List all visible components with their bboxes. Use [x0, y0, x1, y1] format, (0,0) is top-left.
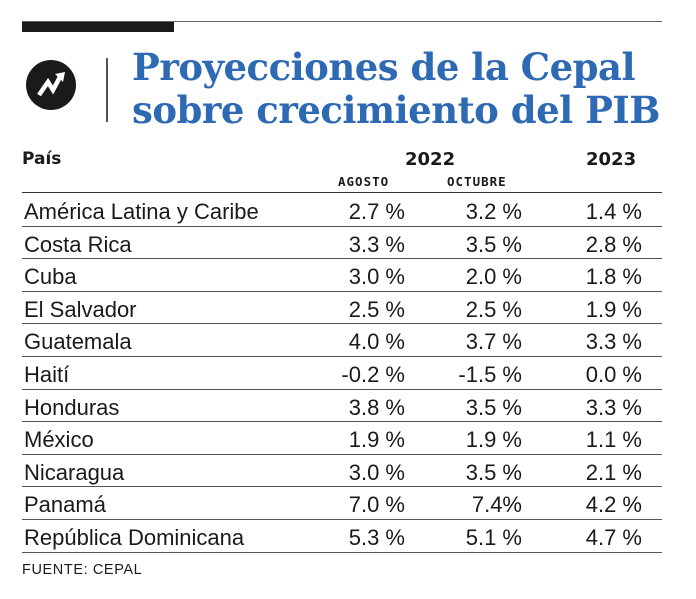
agosto-value: 1.9 %: [348, 427, 405, 453]
header-octubre: OCTUBRE: [447, 174, 507, 189]
country-cell: Guatemala: [24, 329, 132, 355]
header-2023: 2023: [586, 149, 637, 170]
octubre-value: 3.5 %: [465, 459, 522, 485]
agosto-value: 5.3 %: [348, 524, 405, 550]
octubre-value: 3.5 %: [465, 231, 522, 257]
country-cell: Cuba: [24, 264, 77, 290]
country-cell: Panamá: [24, 492, 106, 518]
table-row: América Latina y Caribe 2.7 % 3.2 % 1.4 %: [22, 194, 662, 227]
table-row: Panamá 7.0 % 7.4% 4.2 %: [22, 487, 662, 520]
table-row: Cuba 3.0 % 2.0 % 1.8 %: [22, 259, 662, 292]
header-country: País: [22, 149, 62, 169]
agosto-value: 3.0 %: [348, 264, 405, 290]
country-cell: México: [24, 427, 94, 453]
y2023-value: 0.0 %: [585, 361, 642, 387]
y2023-value: 4.7 %: [585, 524, 642, 550]
agosto-value: -0.2 %: [341, 361, 405, 387]
y2023-value: 2.8 %: [585, 231, 642, 257]
table-row: Nicaragua 3.0 % 3.5 % 2.1 %: [22, 455, 662, 488]
agosto-value: 3.8 %: [348, 394, 405, 420]
table-row: Honduras 3.8 % 3.5 % 3.3 %: [22, 390, 662, 423]
octubre-value: 2.0 %: [465, 264, 522, 290]
table-row: República Dominicana 5.3 % 5.1 % 4.7 %: [22, 520, 662, 553]
y2023-value: 1.1 %: [585, 427, 642, 453]
octubre-value: 5.1 %: [465, 524, 522, 550]
country-cell: Haití: [24, 361, 70, 387]
header-agosto: AGOSTO: [338, 174, 390, 189]
source-note: FUENTE: CEPAL: [22, 562, 143, 578]
trend-arrow-icon: [26, 60, 76, 110]
y2023-value: 1.4 %: [585, 199, 642, 224]
agosto-value: 4.0 %: [348, 329, 405, 355]
octubre-value: -1.5 %: [458, 361, 522, 387]
y2023-value: 1.8 %: [585, 264, 642, 290]
y2023-value: 4.2 %: [585, 492, 642, 518]
agosto-value: 7.0 %: [348, 492, 405, 518]
agosto-value: 2.5 %: [348, 296, 405, 322]
country-cell: El Salvador: [24, 296, 137, 322]
country-cell: América Latina y Caribe: [24, 199, 259, 224]
top-accent-bar: [22, 22, 174, 32]
country-cell: República Dominicana: [24, 524, 245, 550]
table-row: México 1.9 % 1.9 % 1.1 %: [22, 422, 662, 455]
y2023-value: 3.3 %: [585, 394, 642, 420]
country-cell: Costa Rica: [24, 231, 132, 257]
country-cell: Nicaragua: [24, 459, 125, 485]
top-rule: [22, 21, 662, 22]
title-line-2: sobre crecimiento del PIB: [132, 88, 661, 132]
octubre-value: 3.2 %: [465, 199, 522, 224]
header-rule: [22, 192, 662, 193]
table-row: Costa Rica 3.3 % 3.5 % 2.8 %: [22, 227, 662, 260]
y2023-value: 1.9 %: [585, 296, 642, 322]
title-line-1: Proyecciones de la Cepal: [132, 45, 636, 89]
y2023-value: 3.3 %: [585, 329, 642, 355]
octubre-value: 2.5 %: [465, 296, 522, 322]
table-body: América Latina y Caribe 2.7 % 3.2 % 1.4 % Co…: [22, 194, 662, 553]
header-2022: 2022: [405, 149, 456, 170]
octubre-value: 7.4%: [471, 492, 522, 518]
country-cell: Honduras: [24, 394, 120, 420]
octubre-value: 1.9 %: [465, 427, 522, 453]
table-row: Haití -0.2 % -1.5 % 0.0 %: [22, 357, 662, 390]
agosto-value: 3.3 %: [348, 231, 405, 257]
table-row: El Salvador 2.5 % 2.5 % 1.9 %: [22, 292, 662, 325]
chart-title: Proyecciones de la Cepal sobre crecimien…: [132, 46, 672, 132]
agosto-value: 2.7 %: [348, 199, 405, 224]
octubre-value: 3.5 %: [465, 394, 522, 420]
agosto-value: 3.0 %: [348, 459, 405, 485]
octubre-value: 3.7 %: [465, 329, 522, 355]
table-row: Guatemala 4.0 % 3.7 % 3.3 %: [22, 324, 662, 357]
y2023-value: 2.1 %: [585, 459, 642, 485]
title-divider: [106, 58, 108, 122]
